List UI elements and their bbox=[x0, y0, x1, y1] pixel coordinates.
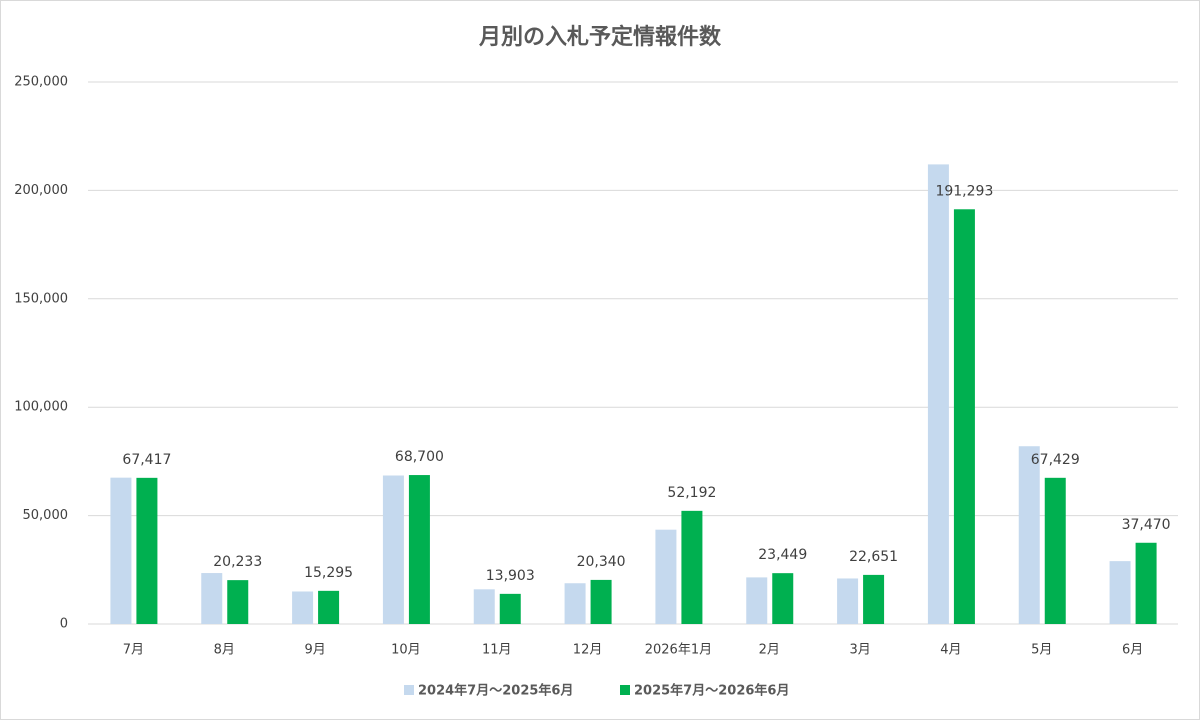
bar bbox=[382, 475, 404, 624]
x-tick-label: 11月 bbox=[482, 643, 512, 658]
bar bbox=[227, 580, 249, 624]
bar bbox=[681, 510, 703, 624]
legend-label: 2024年7月～2025年6月 bbox=[418, 683, 573, 699]
data-label: 68,700 bbox=[395, 449, 444, 465]
data-label: 20,340 bbox=[577, 554, 626, 570]
bar bbox=[1109, 561, 1131, 624]
data-label: 13,903 bbox=[486, 568, 535, 584]
bar bbox=[1135, 542, 1157, 624]
bar bbox=[564, 583, 586, 624]
bar bbox=[408, 475, 430, 624]
x-tick-label: 2月 bbox=[759, 643, 780, 658]
x-tick-label: 3月 bbox=[849, 643, 870, 658]
chart-title: 月別の入札予定情報件数 bbox=[478, 24, 722, 50]
x-tick-label: 5月 bbox=[1031, 643, 1052, 658]
y-tick-label: 200,000 bbox=[14, 183, 68, 198]
data-label: 20,233 bbox=[213, 554, 262, 570]
data-label: 67,417 bbox=[122, 452, 171, 468]
bar bbox=[837, 578, 859, 624]
x-tick-label: 10月 bbox=[391, 643, 421, 658]
y-tick-label: 100,000 bbox=[14, 400, 68, 415]
x-tick-label: 8月 bbox=[214, 643, 235, 658]
bar bbox=[1018, 446, 1040, 624]
x-tick-label: 2026年1月 bbox=[645, 643, 712, 658]
data-label: 23,449 bbox=[758, 547, 807, 563]
bar bbox=[292, 591, 314, 624]
bar bbox=[473, 589, 495, 624]
data-label: 37,470 bbox=[1122, 517, 1171, 533]
legend-label: 2025年7月～2026年6月 bbox=[634, 683, 789, 699]
bar bbox=[863, 574, 885, 624]
y-tick-label: 50,000 bbox=[23, 508, 69, 523]
data-label: 22,651 bbox=[849, 549, 898, 565]
bar bbox=[499, 593, 521, 624]
bar bbox=[318, 590, 340, 624]
bar bbox=[746, 577, 768, 624]
bar bbox=[110, 477, 132, 624]
x-tick-label: 7月 bbox=[123, 643, 144, 658]
data-label: 67,429 bbox=[1031, 452, 1080, 468]
bar bbox=[772, 573, 794, 624]
y-tick-label: 250,000 bbox=[14, 75, 68, 90]
data-label: 15,295 bbox=[304, 565, 353, 581]
x-tick-label: 9月 bbox=[304, 643, 325, 658]
legend-swatch bbox=[620, 685, 630, 695]
legend-swatch bbox=[404, 685, 414, 695]
x-tick-label: 6月 bbox=[1122, 643, 1143, 658]
data-label: 191,293 bbox=[935, 183, 993, 199]
x-tick-label: 12月 bbox=[573, 643, 603, 658]
bar bbox=[201, 573, 223, 624]
bar bbox=[953, 209, 975, 624]
bar bbox=[590, 579, 612, 624]
bar bbox=[927, 164, 949, 624]
x-tick-label: 4月 bbox=[940, 643, 961, 658]
bar bbox=[1044, 477, 1066, 624]
y-tick-label: 0 bbox=[60, 617, 68, 632]
y-tick-label: 150,000 bbox=[14, 291, 68, 306]
bar bbox=[136, 477, 158, 624]
bar bbox=[655, 529, 677, 624]
data-label: 52,192 bbox=[667, 485, 716, 501]
